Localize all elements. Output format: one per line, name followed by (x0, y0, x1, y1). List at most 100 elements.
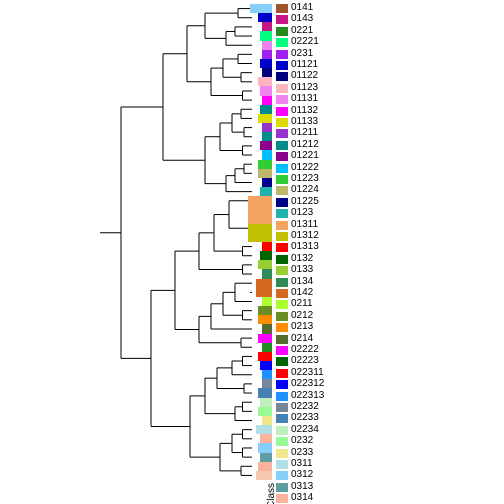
legend-label: 01211 (291, 128, 318, 138)
legend-swatch (276, 369, 288, 378)
leaf-box (260, 434, 272, 443)
leaf-box (260, 453, 272, 462)
leaf-box (260, 187, 272, 196)
leaf-box (262, 178, 272, 187)
legend-label: 01133 (291, 117, 318, 127)
leaf-box (262, 50, 272, 59)
legend-label: 0221 (291, 26, 313, 36)
legend-swatch (276, 460, 288, 469)
dendrogram-chart: 0141014302210222102310112101122011230113… (0, 0, 504, 504)
legend-swatch (276, 61, 288, 70)
legend-label: 0211 (291, 299, 313, 309)
legend-swatch (276, 4, 288, 13)
legend-swatch (276, 118, 288, 127)
legend-swatch (276, 437, 288, 446)
leaf-box (258, 160, 272, 169)
legend-swatch (276, 27, 288, 36)
legend-swatch (276, 380, 288, 389)
leaf-box (262, 269, 272, 278)
legend-label: 0311 (291, 459, 313, 469)
leaf-box (260, 86, 272, 95)
legend-label: 0141 (291, 3, 313, 13)
legend-label: 02222 (291, 345, 319, 355)
leaf-box (258, 407, 272, 416)
leaf-box (258, 443, 272, 452)
leaf-box (260, 398, 272, 407)
leaf-box (262, 150, 272, 159)
leaf-box (262, 343, 272, 352)
legend-swatch (276, 335, 288, 344)
leaf-box (256, 279, 272, 297)
legend-label: 02233 (291, 413, 319, 423)
legend-swatch (276, 300, 288, 309)
leaf-box (260, 105, 272, 114)
legend-label: 0143 (291, 14, 313, 24)
leaf-box (262, 68, 272, 77)
legend-swatch (276, 84, 288, 93)
legend-swatch (276, 255, 288, 264)
legend-swatch (276, 175, 288, 184)
leaf-box (250, 4, 272, 13)
legend-swatch (276, 209, 288, 218)
leaf-box (262, 379, 272, 388)
legend-label: 0133 (291, 265, 313, 275)
legend-label: 0142 (291, 288, 313, 298)
leaf-box (258, 13, 272, 22)
legend-swatch (276, 198, 288, 207)
legend-label: 01312 (291, 231, 319, 241)
legend-label: 01313 (291, 242, 319, 252)
leaf-box (262, 132, 272, 141)
leaf-box (258, 388, 272, 397)
legend-label: 0232 (291, 436, 313, 446)
legend-swatch (276, 95, 288, 104)
legend-swatch (276, 164, 288, 173)
legend-label: 01223 (291, 174, 319, 184)
leaf-box (262, 416, 272, 425)
legend-swatch (276, 312, 288, 321)
legend-label: 01123 (291, 83, 318, 93)
legend-label: 022312 (291, 379, 324, 389)
leaf-box (262, 22, 272, 31)
legend-label: 01131 (291, 94, 318, 104)
legend-swatch (276, 243, 288, 252)
legend-label: 0213 (291, 322, 313, 332)
leaf-box (262, 41, 272, 50)
legend-label: 01212 (291, 140, 319, 150)
legend-label: 02232 (291, 402, 319, 412)
legend-label: 022313 (291, 391, 324, 401)
legend-label: 02234 (291, 425, 319, 435)
legend-label: 0134 (291, 277, 313, 287)
legend-label: 0132 (291, 254, 313, 264)
legend-swatch (276, 414, 288, 423)
legend-swatch (276, 289, 288, 298)
legend-swatch (276, 232, 288, 241)
legend-swatch (276, 266, 288, 275)
legend-swatch (276, 107, 288, 116)
leaf-box (262, 370, 272, 379)
legend-swatch (276, 72, 288, 81)
leaf-box (258, 306, 272, 315)
legend-label: 02221 (291, 37, 319, 47)
leaf-box (262, 297, 272, 306)
legend-swatch (276, 152, 288, 161)
legend-label: 0314 (291, 493, 313, 503)
legend-label: 01225 (291, 197, 319, 207)
legend-swatch (276, 392, 288, 401)
legend-label: 0233 (291, 448, 313, 458)
legend-label: 01121 (291, 60, 318, 70)
leaf-box (258, 334, 272, 343)
legend-swatch (276, 403, 288, 412)
leaf-box (248, 196, 272, 223)
legend-swatch (276, 483, 288, 492)
legend-swatch (276, 186, 288, 195)
leaf-box (258, 462, 272, 471)
legend-swatch (276, 15, 288, 24)
axis-label-text: Class (266, 483, 277, 504)
legend-label: 0231 (291, 49, 313, 59)
leaf-box (260, 361, 272, 370)
legend-swatch (276, 494, 288, 503)
legend-label: 01221 (291, 151, 319, 161)
leaf-box (258, 352, 272, 361)
legend-swatch (276, 471, 288, 480)
legend-swatch (276, 357, 288, 366)
